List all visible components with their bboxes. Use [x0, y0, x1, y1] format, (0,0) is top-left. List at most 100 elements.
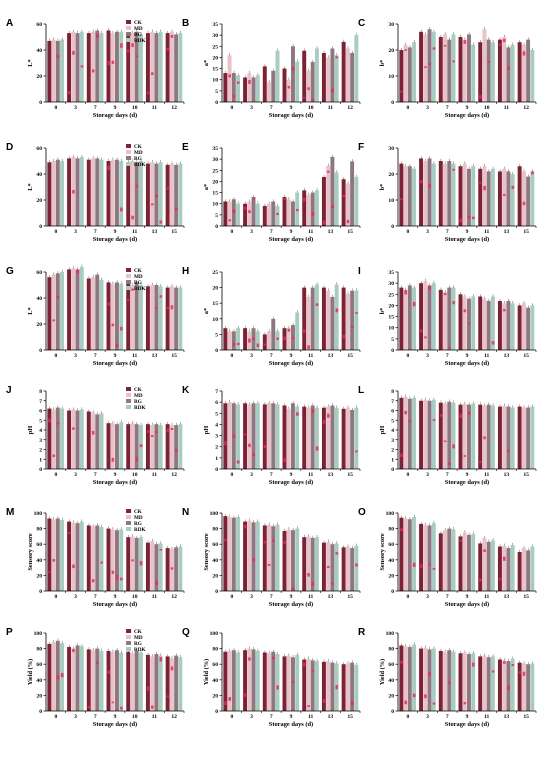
- x-tick-label: 9: [290, 472, 293, 478]
- bar-rdk: [158, 31, 163, 102]
- x-tick-label: 15: [523, 353, 529, 359]
- bar-speckle: [243, 524, 247, 529]
- bar-speckle: [443, 45, 447, 47]
- panel-letter: F: [358, 142, 364, 153]
- bar-rg: [467, 34, 471, 102]
- x-tick-label: 12: [523, 105, 529, 111]
- x-tick-label: 11: [132, 229, 137, 235]
- y-tick-label: 0: [215, 224, 218, 230]
- x-tick-label: 9: [290, 229, 293, 235]
- bar-rdk: [471, 653, 476, 711]
- bar-md: [423, 34, 428, 102]
- bar-rg: [447, 287, 452, 350]
- bar-md: [286, 655, 291, 711]
- y-tick-label: 25: [212, 168, 218, 174]
- x-tick-label: 15: [171, 353, 177, 359]
- bar-speckle: [307, 573, 310, 577]
- bar-ck: [399, 397, 404, 469]
- bar-rg: [75, 645, 80, 711]
- bar-speckle: [412, 693, 416, 698]
- bar-md: [51, 161, 56, 226]
- panel-letter: J: [6, 385, 12, 396]
- bar-ck: [223, 403, 228, 469]
- y-tick-label: 5: [391, 337, 394, 343]
- bar-rdk: [236, 203, 241, 226]
- x-tick-label: 0: [406, 594, 409, 600]
- bar-rdk: [334, 55, 339, 102]
- y-tick-label: 7: [391, 399, 394, 405]
- bar-speckle: [311, 211, 315, 216]
- panel-F: F 0 10 20 30 0 3 7 9 11 13 15 Storage days (d) b*: [358, 142, 537, 243]
- bar-speckle: [276, 212, 279, 216]
- bar-rdk: [99, 527, 104, 591]
- panel-letter: B: [182, 18, 189, 29]
- bar-md: [130, 161, 135, 226]
- bar-rdk: [412, 516, 417, 591]
- bar-rg: [427, 285, 432, 350]
- bar-md: [345, 183, 350, 226]
- panel-K: K 0 1 2 3 4 5 6 7 0 3 7 9 11 13 15 Storage days (d) pH: [182, 385, 361, 486]
- x-tick-label: 0: [54, 714, 57, 720]
- bar-speckle: [291, 680, 295, 683]
- bar-rdk: [138, 652, 143, 711]
- bar-ck: [458, 404, 463, 469]
- y-tick-label: 100: [386, 631, 395, 637]
- bar-md: [267, 653, 271, 711]
- bar-speckle: [467, 411, 471, 415]
- y-tick-label: 20: [36, 74, 42, 80]
- y-axis-title: L*: [27, 183, 34, 190]
- bar-rg: [271, 526, 276, 591]
- bar-rg: [115, 31, 119, 102]
- bar-rg: [291, 403, 295, 469]
- y-axis-title: Sensory score: [27, 533, 34, 570]
- bar-rdk: [412, 287, 417, 350]
- bar-ck: [419, 158, 424, 226]
- legend-swatch: [126, 38, 132, 42]
- bar-speckle: [283, 541, 286, 544]
- x-tick-label: 3: [426, 229, 429, 235]
- bar-md: [247, 201, 252, 226]
- legend-swatch: [126, 521, 132, 525]
- legend-label: CK: [134, 387, 142, 393]
- bar-speckle: [428, 183, 431, 188]
- bar-speckle: [432, 567, 436, 570]
- bar-rg: [134, 282, 139, 350]
- y-tick-label: 5: [215, 411, 218, 417]
- bar-md: [91, 158, 95, 226]
- bar-speckle: [248, 210, 251, 214]
- bar-speckle: [166, 307, 170, 309]
- bar-speckle: [67, 531, 71, 534]
- bar-ck: [86, 525, 91, 591]
- y-axis-title: Sensory score: [379, 533, 386, 570]
- x-tick-label: 10: [132, 714, 138, 720]
- bar-speckle: [531, 171, 534, 175]
- panel-letter: I: [358, 266, 361, 277]
- bar-rg: [526, 550, 531, 591]
- bar-speckle: [432, 47, 436, 50]
- y-axis-title: b*: [379, 60, 386, 67]
- bar-rg: [407, 285, 412, 350]
- bar-rdk: [354, 407, 359, 469]
- legend-swatch: [126, 641, 132, 645]
- x-tick-label: 13: [328, 229, 334, 235]
- x-tick-label: 15: [347, 353, 353, 359]
- bar-speckle: [151, 705, 154, 709]
- x-tick-label: 12: [171, 594, 177, 600]
- y-tick-label: 5: [215, 213, 218, 219]
- bar-rg: [447, 650, 452, 711]
- bar-md: [51, 519, 56, 591]
- bar-speckle: [283, 197, 286, 200]
- bar-md: [521, 171, 526, 226]
- bar-speckle: [522, 671, 526, 676]
- bar-rdk: [451, 34, 456, 102]
- x-axis-title: Storage days (d): [93, 112, 137, 119]
- bar-md: [403, 166, 408, 226]
- bar-ck: [517, 662, 522, 711]
- bar-ck: [419, 648, 424, 711]
- bar-md: [443, 34, 447, 102]
- bar-rdk: [530, 663, 535, 711]
- panel-N: N 0 20 40 60 80 100 0 3 7 9 11 13 15 Storage days (d) S…: [182, 507, 361, 608]
- bar-rg: [115, 650, 119, 711]
- bar-rdk: [119, 31, 124, 102]
